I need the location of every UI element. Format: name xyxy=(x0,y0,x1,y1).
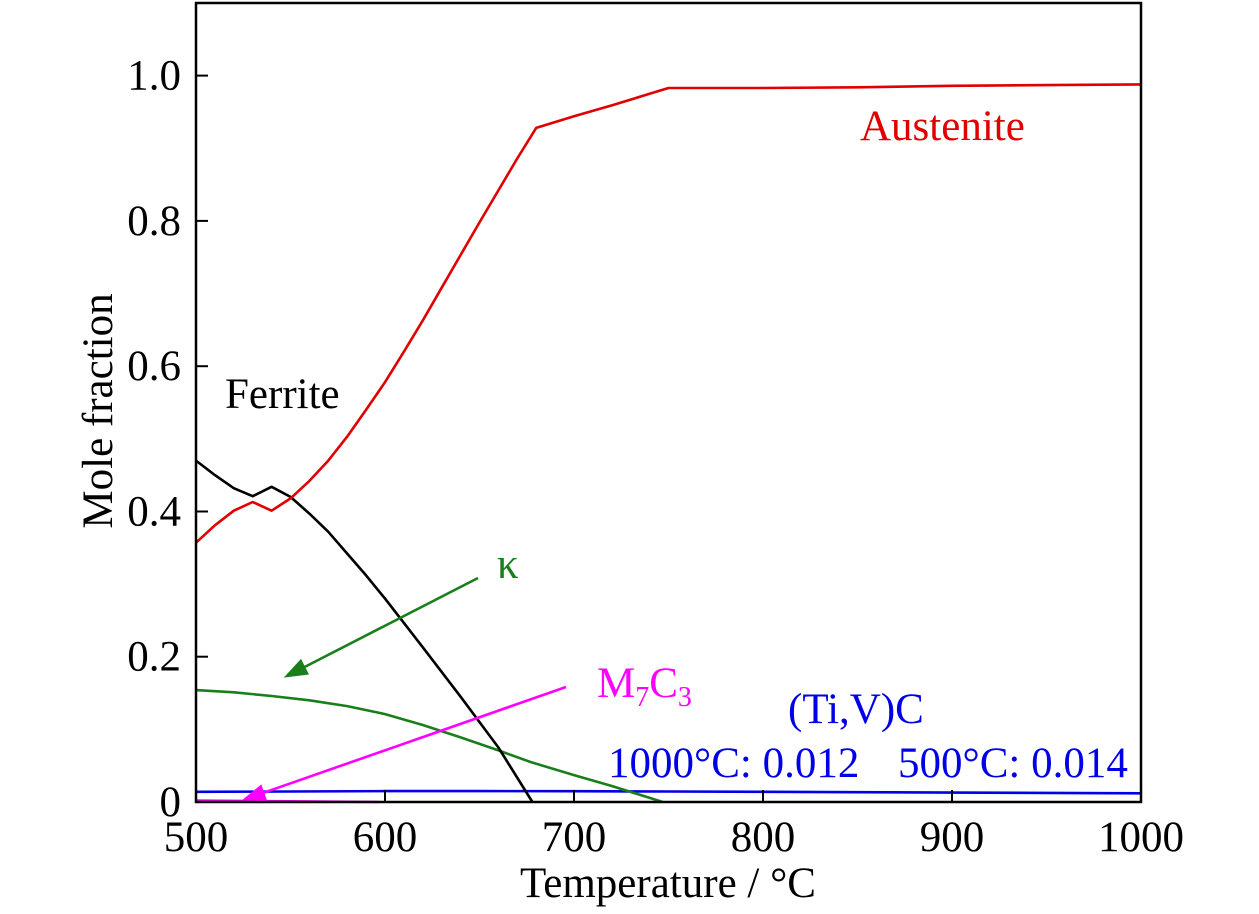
x-tick-label: 700 xyxy=(542,814,607,861)
x-tick-label: 800 xyxy=(731,814,796,861)
y-tick-label: 0.4 xyxy=(127,489,181,536)
m7c3-label: M7C3 xyxy=(597,660,692,713)
ti-v-c-curve xyxy=(195,789,1142,795)
ti-v-c-note: 500°C: 0.014 xyxy=(898,740,1128,787)
ti-v-c-note: 1000°C: 0.012 xyxy=(608,740,859,787)
formula-part: C xyxy=(649,660,678,707)
axes: Temperature / °C Mole fraction 500 600 700… xyxy=(75,1,1184,907)
x-tick-label: 1000 xyxy=(1098,814,1184,861)
phase-curves xyxy=(195,83,1142,804)
plot-frame xyxy=(194,1,1143,804)
kappa-label: κ xyxy=(497,541,519,588)
y-axis-title: Mole fraction xyxy=(75,293,122,528)
y-tick-label: 0.2 xyxy=(127,634,181,681)
formula-part: 7 xyxy=(635,682,649,713)
y-tick-label: 0 xyxy=(160,779,182,826)
y-tick-label: 1.0 xyxy=(127,53,181,100)
formula-part: 3 xyxy=(678,682,692,713)
m7c3-arrow-line xyxy=(263,685,567,794)
kappa-curve xyxy=(195,688,664,804)
austenite-label: Austenite xyxy=(860,103,1025,150)
y-tick-label: 0.8 xyxy=(127,198,181,245)
y-tick-label: 0.6 xyxy=(127,343,181,390)
ferrite-curve xyxy=(195,459,534,803)
x-axis-title: Temperature / °C xyxy=(520,860,816,907)
formula-part: M xyxy=(597,660,635,707)
x-tick-label: 900 xyxy=(920,814,985,861)
ferrite-label: Ferrite xyxy=(225,371,340,418)
phase-labels: Austenite Ferrite κ M7C3 (Ti,V)C 1000°C: 0.01… xyxy=(225,103,1128,801)
ti-v-c-label: (Ti,V)C xyxy=(788,686,924,733)
m7c3-arrowhead xyxy=(241,784,268,801)
x-tick-label: 500 xyxy=(164,814,229,861)
kappa-arrow-line xyxy=(304,576,479,669)
kappa-arrowhead xyxy=(283,658,309,678)
x-tick-label: 600 xyxy=(353,814,418,861)
austenite-curve xyxy=(195,83,1142,544)
